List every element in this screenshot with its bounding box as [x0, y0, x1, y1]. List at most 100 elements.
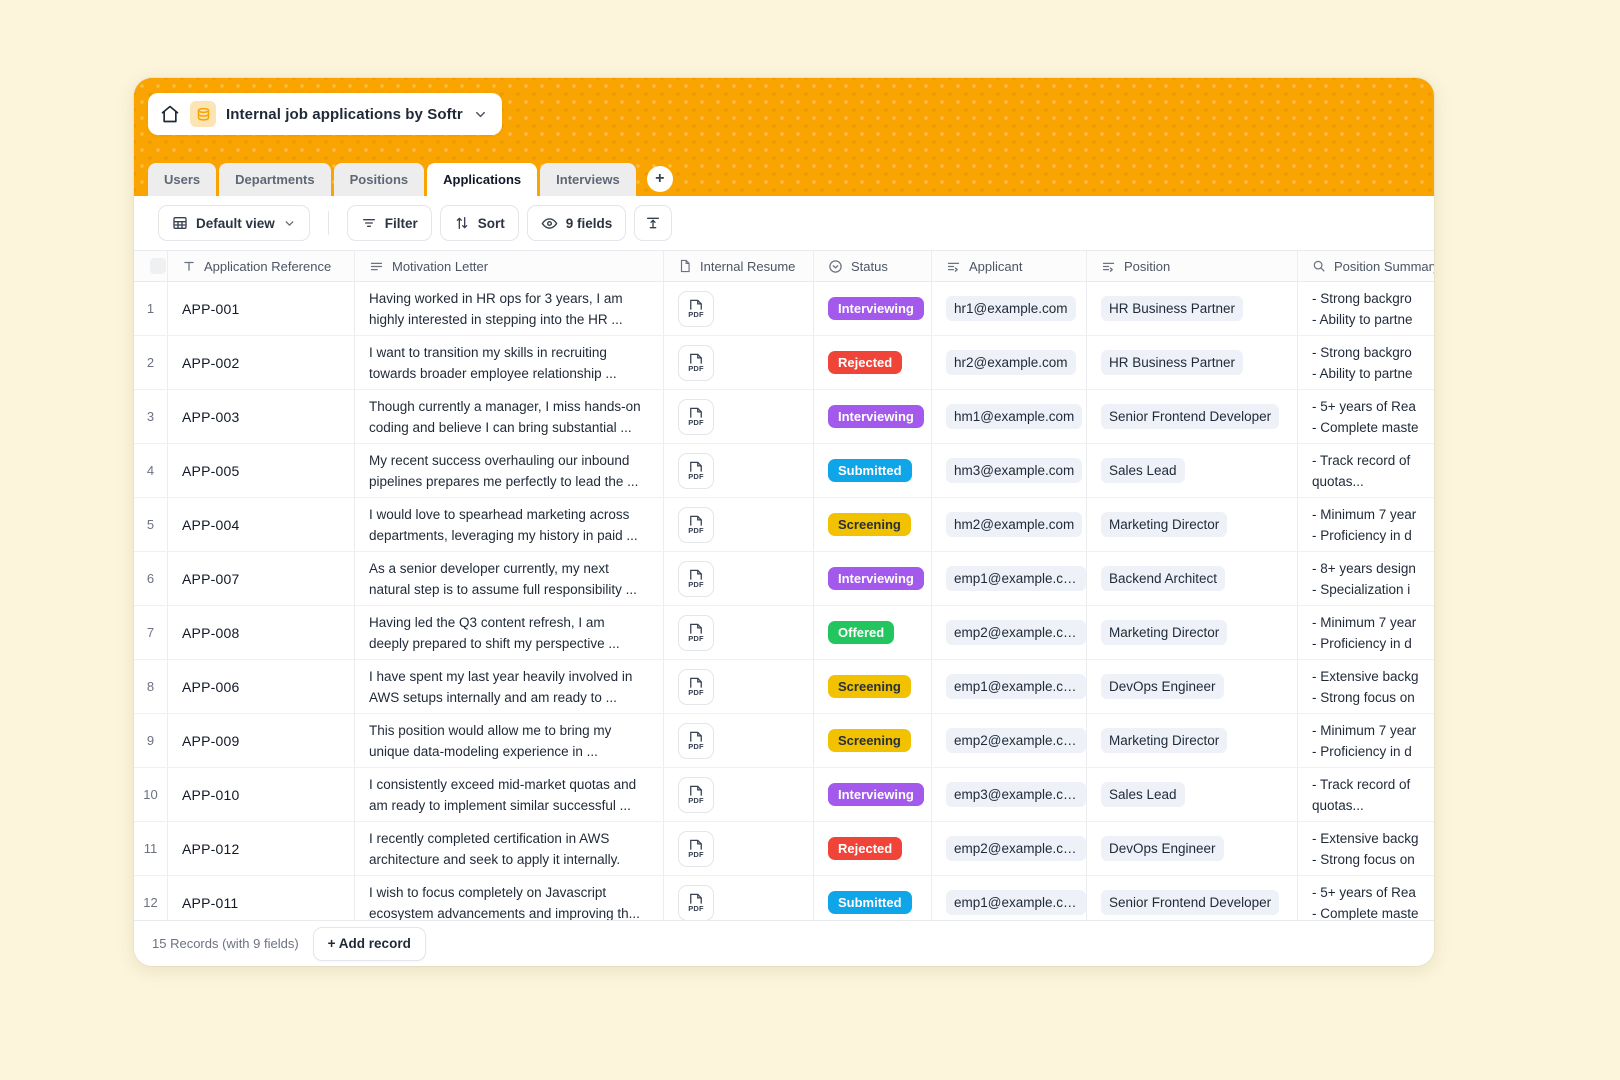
position-pill[interactable]: HR Business Partner — [1101, 350, 1244, 375]
add-record-button[interactable]: + Add record — [312, 926, 426, 961]
applicant-email-pill[interactable]: emp2@example.com — [946, 728, 1086, 753]
status-cell[interactable]: Interviewing — [814, 768, 932, 821]
applicant-cell[interactable]: emp2@example.com — [932, 606, 1087, 659]
table-row[interactable]: 3 APP-003 Though currently a manager, I … — [134, 390, 1434, 444]
applicant-cell[interactable]: hr2@example.com — [932, 336, 1087, 389]
pdf-attachment-button[interactable]: PDF — [678, 614, 714, 651]
status-badge[interactable]: Screening — [828, 729, 911, 752]
pdf-attachment-button[interactable]: PDF — [678, 506, 714, 543]
internal-resume-cell[interactable]: PDF — [664, 876, 814, 920]
pdf-attachment-button[interactable]: PDF — [678, 452, 714, 489]
applicant-cell[interactable]: hr1@example.com — [932, 282, 1087, 335]
table-row[interactable]: 11 APP-012 I recently completed certific… — [134, 822, 1434, 876]
applicant-cell[interactable]: emp3@example.com — [932, 768, 1087, 821]
position-cell[interactable]: DevOps Engineer — [1087, 660, 1298, 713]
table-row[interactable]: 2 APP-002 I want to transition my skills… — [134, 336, 1434, 390]
status-cell[interactable]: Submitted — [814, 876, 932, 920]
position-summary-cell[interactable]: - 5+ years of Rea - Complete maste — [1312, 398, 1419, 435]
view-selector-button[interactable]: Default view — [158, 205, 310, 241]
position-pill[interactable]: DevOps Engineer — [1101, 674, 1224, 699]
position-pill[interactable]: Senior Frontend Developer — [1101, 404, 1280, 429]
column-header-application-reference[interactable]: Application Reference — [168, 251, 355, 281]
position-summary-cell[interactable]: - Minimum 7 year - Proficiency in d — [1312, 506, 1417, 543]
position-summary-cell[interactable]: - Extensive backg - Strong focus on — [1312, 830, 1419, 867]
table-row[interactable]: 9 APP-009 This position would allow me t… — [134, 714, 1434, 768]
applicant-cell[interactable]: hm1@example.com — [932, 390, 1087, 443]
application-reference-cell[interactable]: APP-001 — [168, 282, 355, 335]
application-reference-cell[interactable]: APP-012 — [168, 822, 355, 875]
motivation-letter-cell[interactable]: Having led the Q3 content refresh, I am d… — [355, 606, 664, 659]
sort-button[interactable]: Sort — [439, 205, 519, 241]
workspace-title-button[interactable]: Internal job applications by Softr — [148, 93, 502, 135]
applicant-email-pill[interactable]: hr2@example.com — [946, 350, 1076, 375]
pdf-attachment-button[interactable]: PDF — [678, 668, 714, 705]
application-reference-cell[interactable]: APP-010 — [168, 768, 355, 821]
position-cell[interactable]: Marketing Director — [1087, 498, 1298, 551]
status-cell[interactable]: Screening — [814, 498, 932, 551]
select-all-cell[interactable] — [134, 251, 168, 281]
internal-resume-cell[interactable]: PDF — [664, 660, 814, 713]
tab-users[interactable]: Users — [148, 163, 217, 196]
internal-resume-cell[interactable]: PDF — [664, 822, 814, 875]
status-badge[interactable]: Submitted — [828, 891, 912, 914]
column-header-status[interactable]: Status — [814, 251, 932, 281]
applicant-cell[interactable]: emp1@example.com — [932, 660, 1087, 713]
position-summary-cell[interactable]: - 5+ years of Rea - Complete maste — [1312, 884, 1419, 921]
applicant-email-pill[interactable]: hm1@example.com — [946, 404, 1083, 429]
motivation-letter-cell[interactable]: Though currently a manager, I miss hands… — [355, 390, 664, 443]
status-cell[interactable]: Interviewing — [814, 282, 932, 335]
status-badge[interactable]: Screening — [828, 675, 911, 698]
position-pill[interactable]: Marketing Director — [1101, 620, 1228, 645]
application-reference-cell[interactable]: APP-006 — [168, 660, 355, 713]
position-pill[interactable]: HR Business Partner — [1101, 296, 1244, 321]
status-badge[interactable]: Interviewing — [828, 783, 924, 806]
position-pill[interactable]: Sales Lead — [1101, 782, 1185, 807]
application-reference-cell[interactable]: APP-009 — [168, 714, 355, 767]
status-badge[interactable]: Interviewing — [828, 405, 924, 428]
internal-resume-cell[interactable]: PDF — [664, 390, 814, 443]
internal-resume-cell[interactable]: PDF — [664, 444, 814, 497]
table-row[interactable]: 5 APP-004 I would love to spearhead mark… — [134, 498, 1434, 552]
column-header-position-summary[interactable]: Position Summary — [1298, 251, 1434, 281]
column-header-applicant[interactable]: Applicant — [932, 251, 1087, 281]
motivation-letter-cell[interactable]: Having worked in HR ops for 3 years, I a… — [355, 282, 664, 335]
pdf-attachment-button[interactable]: PDF — [678, 722, 714, 759]
application-reference-cell[interactable]: APP-002 — [168, 336, 355, 389]
table-row[interactable]: 7 APP-008 Having led the Q3 content refr… — [134, 606, 1434, 660]
pdf-attachment-button[interactable]: PDF — [678, 398, 714, 435]
status-cell[interactable]: Screening — [814, 714, 932, 767]
applicant-cell[interactable]: hm2@example.com — [932, 498, 1087, 551]
status-badge[interactable]: Interviewing — [828, 567, 924, 590]
tab-interviews[interactable]: Interviews — [540, 163, 636, 196]
position-cell[interactable]: Marketing Director — [1087, 606, 1298, 659]
position-summary-cell[interactable]: - Extensive backg - Strong focus on — [1312, 668, 1419, 705]
tab-applications[interactable]: Applications — [427, 163, 538, 196]
applicant-cell[interactable]: emp2@example.com — [932, 822, 1087, 875]
table-row[interactable]: 6 APP-007 As a senior developer currentl… — [134, 552, 1434, 606]
position-pill[interactable]: Backend Architect — [1101, 566, 1226, 591]
status-cell[interactable]: Rejected — [814, 822, 932, 875]
tab-departments[interactable]: Departments — [219, 163, 331, 196]
position-cell[interactable]: HR Business Partner — [1087, 336, 1298, 389]
filter-button[interactable]: Filter — [346, 205, 432, 241]
position-cell[interactable]: Senior Frontend Developer — [1087, 390, 1298, 443]
status-badge[interactable]: Submitted — [828, 459, 912, 482]
internal-resume-cell[interactable]: PDF — [664, 552, 814, 605]
internal-resume-cell[interactable]: PDF — [664, 282, 814, 335]
table-row[interactable]: 4 APP-005 My recent success overhauling … — [134, 444, 1434, 498]
internal-resume-cell[interactable]: PDF — [664, 498, 814, 551]
position-pill[interactable]: Senior Frontend Developer — [1101, 890, 1280, 915]
motivation-letter-cell[interactable]: I want to transition my skills in recrui… — [355, 336, 664, 389]
application-reference-cell[interactable]: APP-007 — [168, 552, 355, 605]
position-summary-cell[interactable]: - Track record of quotas... — [1312, 452, 1411, 489]
pdf-attachment-button[interactable]: PDF — [678, 884, 714, 920]
position-cell[interactable]: Sales Lead — [1087, 444, 1298, 497]
applicant-email-pill[interactable]: hr1@example.com — [946, 296, 1076, 321]
add-table-button[interactable]: + — [646, 166, 673, 192]
motivation-letter-cell[interactable]: My recent success overhauling our inboun… — [355, 444, 664, 497]
fields-button[interactable]: 9 fields — [526, 205, 627, 241]
select-all-checkbox[interactable] — [149, 258, 166, 274]
applicant-cell[interactable]: hm3@example.com — [932, 444, 1087, 497]
motivation-letter-cell[interactable]: I would love to spearhead marketing acro… — [355, 498, 664, 551]
applicant-email-pill[interactable]: emp1@example.com — [946, 890, 1086, 915]
